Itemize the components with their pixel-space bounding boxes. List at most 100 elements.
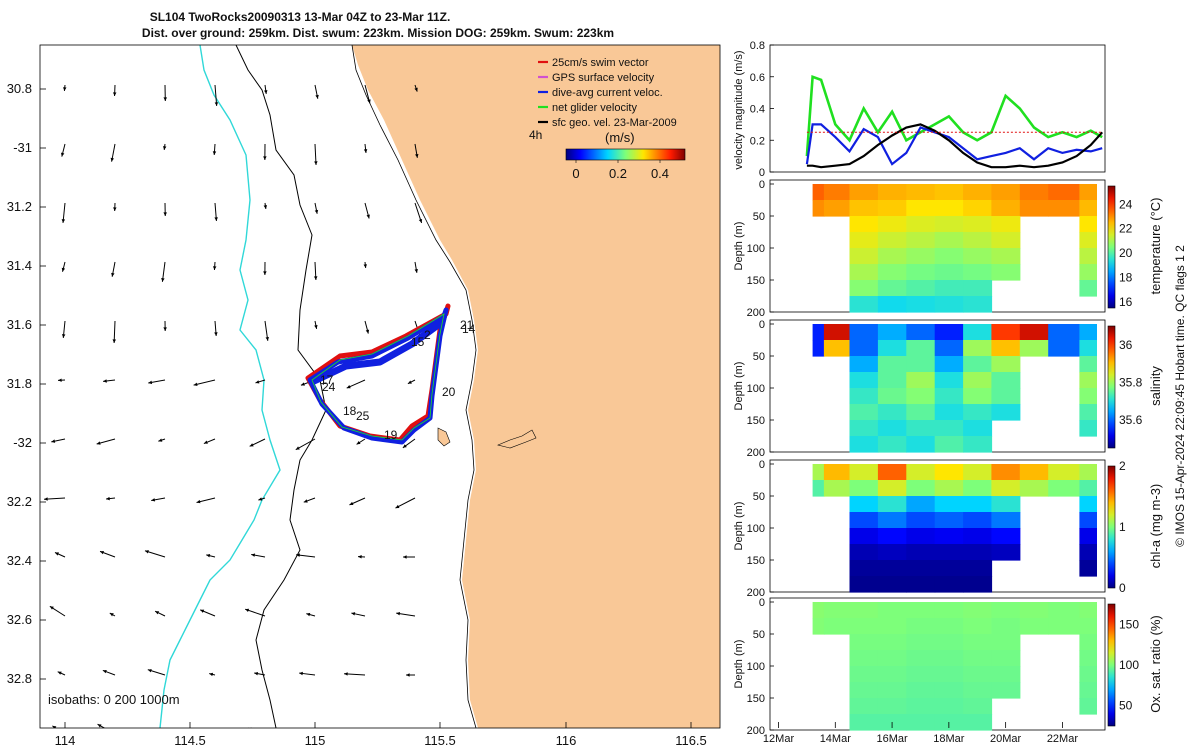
velocity-panel: 0 0.2 0.4 0.6 0.8 velocity magnitude (m/s) [733, 40, 1106, 179]
section-cell [934, 602, 964, 619]
section-cell [991, 248, 1021, 265]
section-cell [991, 650, 1021, 667]
section-cell [849, 404, 879, 421]
section-cell [934, 340, 964, 357]
section-colorbar-tick: 16 [1119, 295, 1133, 309]
section-cell [963, 698, 993, 715]
section-cell [877, 280, 907, 297]
section-cell [963, 512, 993, 529]
velocity-arrow-head [245, 608, 250, 612]
section-cell [849, 372, 879, 389]
section-cell [849, 698, 879, 715]
time-tick-label: 20Mar [990, 733, 1022, 745]
section-clabel: temperature (°C) [1148, 198, 1163, 295]
section-cell [849, 296, 879, 313]
section-cell [812, 464, 825, 481]
section-cell [963, 682, 993, 699]
lon-tick-label: 115.5 [424, 733, 456, 748]
section-cell [963, 634, 993, 651]
section-cell [906, 216, 936, 233]
section-cell [991, 464, 1021, 481]
section-ytick-label: 100 [747, 523, 765, 535]
section-cell [877, 634, 907, 651]
track-label: 20 [442, 385, 456, 399]
colorbar-tick-label: 0 [572, 166, 579, 181]
section-ytick-label: 150 [747, 555, 765, 567]
section-cell [963, 714, 993, 731]
section-cell [1079, 698, 1097, 715]
title-line1: SL104 TwoRocks20090313 13-Mar 04Z to 23-… [150, 10, 451, 24]
section-cell [849, 420, 879, 437]
section-cell [906, 602, 936, 619]
section-cell [877, 528, 907, 545]
section-cell [877, 560, 907, 577]
velocity-arrow-head [111, 272, 115, 277]
velocity-ytick-label: 0.2 [750, 135, 765, 147]
section-cell [1079, 618, 1097, 635]
section-colorbar-tick: 24 [1119, 197, 1133, 211]
section-ylabel: Depth (m) [733, 502, 745, 551]
legend-label: GPS surface velocity [552, 72, 655, 84]
section-cell [991, 512, 1021, 529]
section-cell [812, 602, 825, 619]
section-cell [934, 528, 964, 545]
section-colorbar-tick: 150 [1119, 617, 1139, 631]
velocity-arrow-head [52, 725, 57, 728]
section-cell [963, 464, 993, 481]
section-cell [1079, 388, 1097, 405]
velocity-arrow-head [346, 385, 351, 389]
section-cell [934, 650, 964, 667]
isobath-label: isobaths: 0 200 1000m [48, 692, 180, 707]
velocity-arrow-head [303, 499, 308, 503]
velocity-ytick-label: 0.6 [750, 72, 765, 84]
section-cell [963, 436, 993, 453]
section-cell [1019, 618, 1049, 635]
section-cell [906, 650, 936, 667]
section-cell [934, 512, 964, 529]
lon-tick-label: 114 [55, 733, 76, 748]
section-cell [906, 340, 936, 357]
section-cell [991, 480, 1021, 497]
section-cell [991, 340, 1021, 357]
section-cell [906, 682, 936, 699]
section-ytick-label: 50 [753, 491, 765, 503]
time-step-label: 4h [529, 128, 542, 142]
velocity-series-line [805, 74, 1103, 157]
velocity-arrow-head [61, 334, 66, 338]
section-cell [849, 264, 879, 281]
surface-velocity-arrows [44, 84, 423, 728]
section-cell [877, 436, 907, 453]
section-cell [812, 324, 825, 341]
section-cell [812, 480, 825, 497]
velocity-arrow-head [406, 673, 410, 677]
track-label: 24 [322, 380, 336, 394]
velocity-arrow-head [254, 671, 259, 676]
velocity-arrow-head [144, 550, 149, 554]
section-cell [991, 264, 1021, 281]
section-cell [991, 324, 1021, 341]
section-colorbar-tick: 0 [1119, 581, 1126, 595]
section-cell [1079, 634, 1097, 651]
section-cell [1079, 420, 1097, 437]
section-cell [849, 512, 879, 529]
section-cell [963, 544, 993, 561]
section-cell [906, 200, 936, 217]
lat-tick-label: 32.8 [7, 671, 32, 686]
velocity-arrow-head [314, 324, 318, 329]
velocity-arrow-head [49, 606, 54, 610]
section-ylabel: Depth (m) [733, 222, 745, 271]
section-cell [991, 356, 1021, 373]
section-cell [849, 544, 879, 561]
section-cell [963, 388, 993, 405]
section-cell [906, 232, 936, 249]
velocity-arrow-head [214, 102, 219, 106]
velocity-arrow-head [206, 554, 211, 558]
section-cell [1019, 200, 1049, 217]
lat-tick-label: 31.2 [7, 199, 32, 214]
time-tick-label: 14Mar [820, 733, 852, 745]
section-ytick-label: 200 [747, 307, 765, 319]
section-cell [934, 404, 964, 421]
section-cell [1079, 560, 1097, 577]
velocity-arrow-head [296, 553, 300, 557]
section-cell [1079, 602, 1097, 619]
